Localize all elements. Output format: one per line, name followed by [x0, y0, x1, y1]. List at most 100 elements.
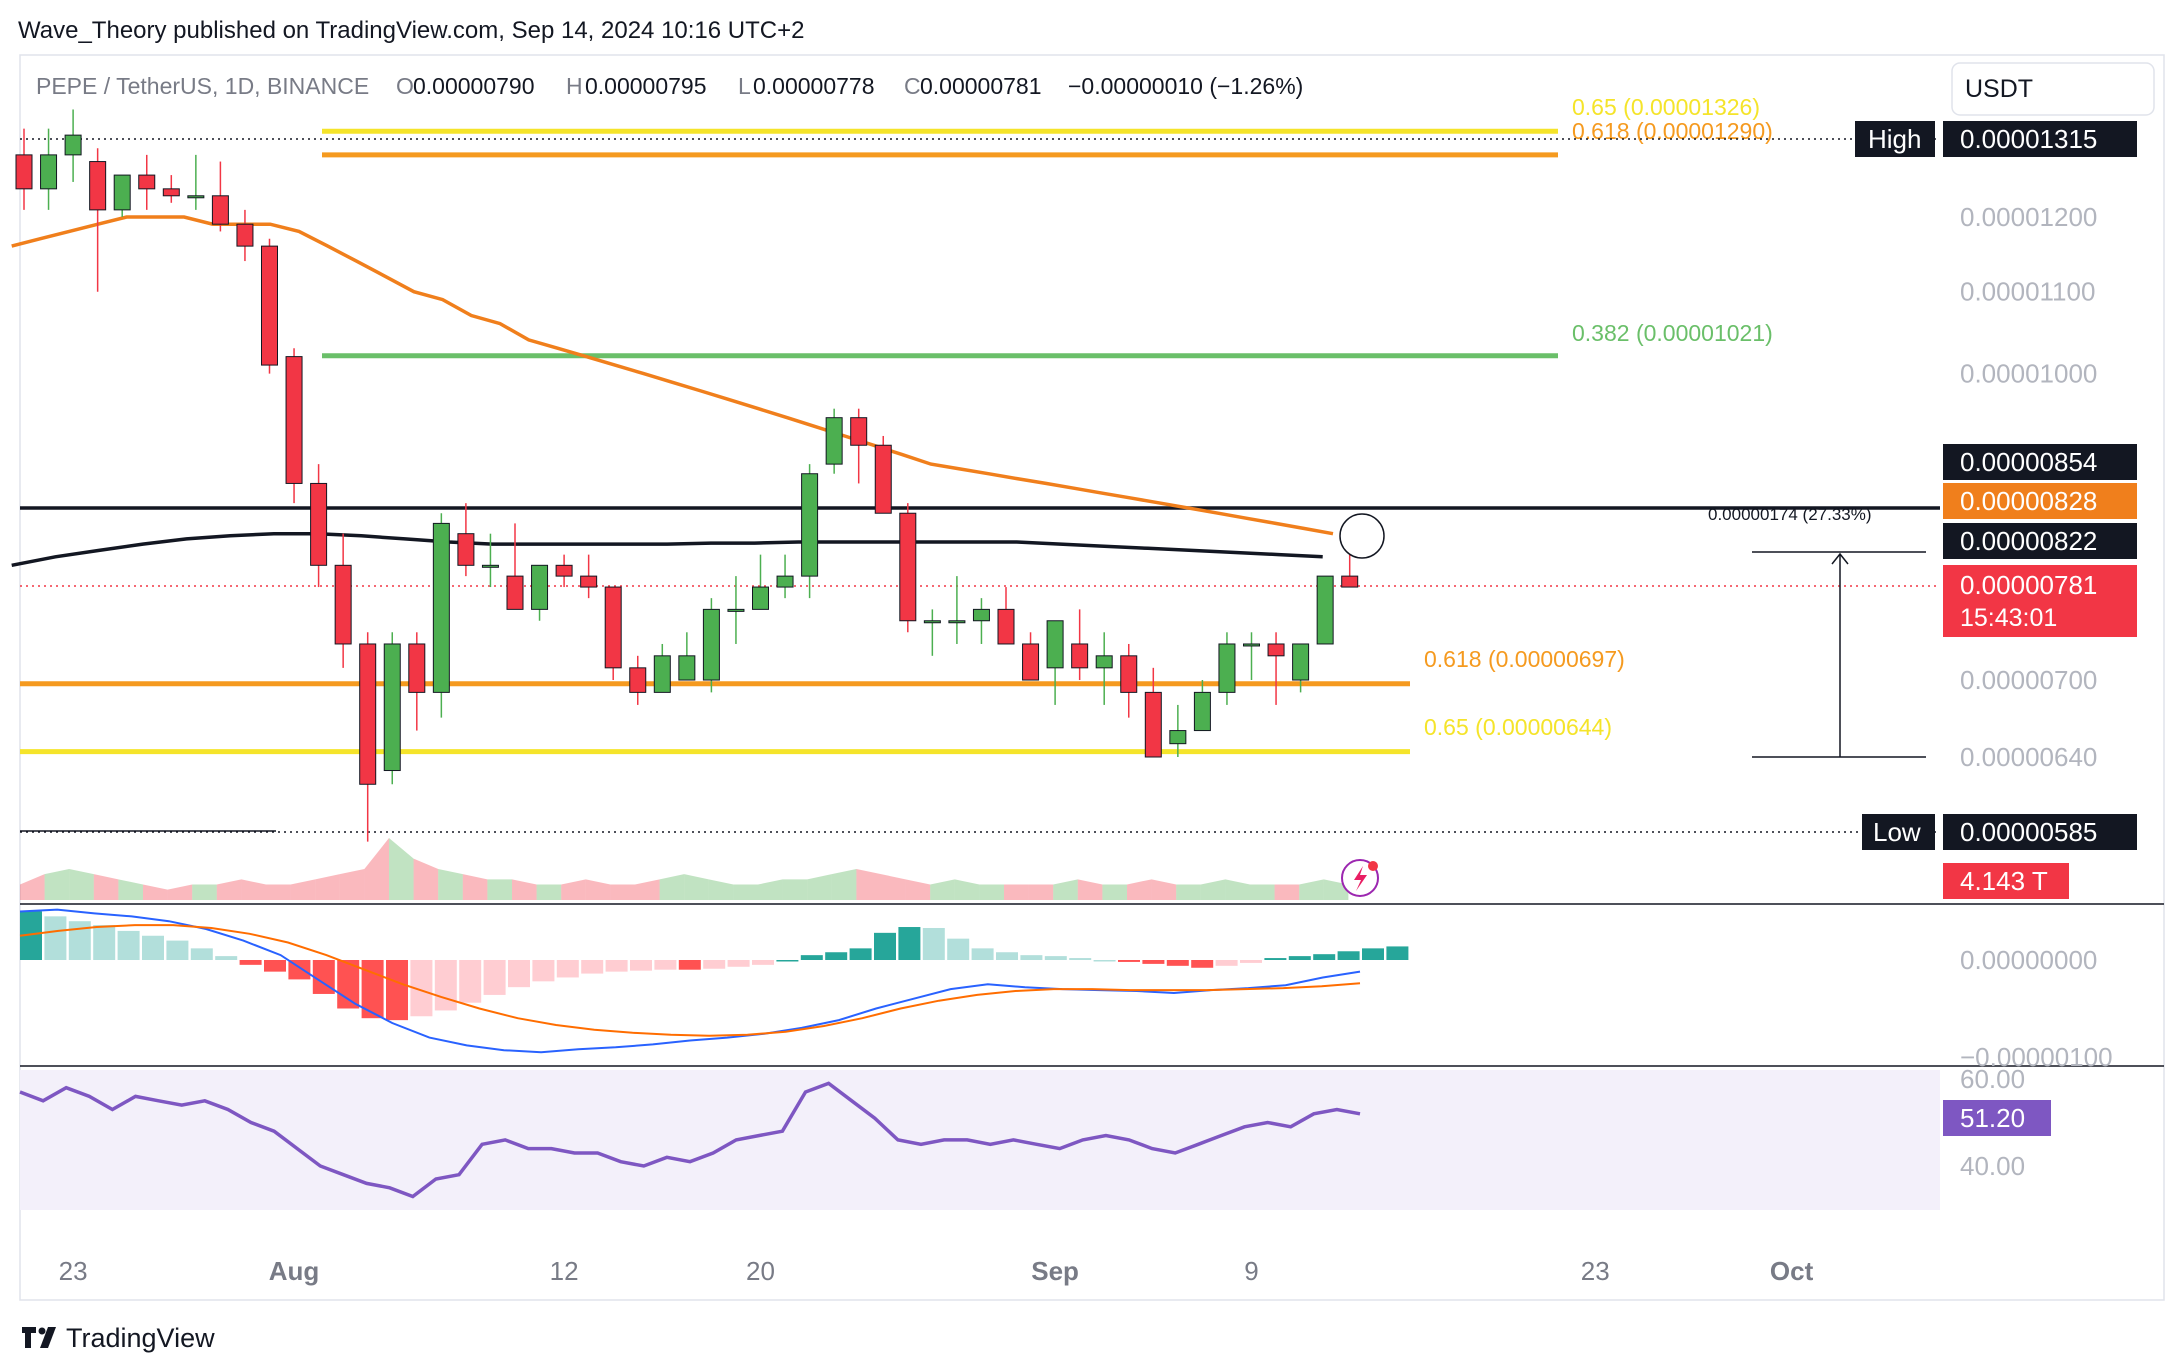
volume-bar: [20, 874, 45, 900]
currency-button-frame[interactable]: [1951, 62, 2155, 116]
candle-body: [1022, 643, 1040, 681]
macd-histogram-bar: [312, 960, 335, 994]
candle-body: [997, 608, 1015, 645]
publisher-line: Wave_Theory published on TradingView.com…: [18, 17, 804, 44]
volume-bar: [69, 869, 94, 900]
macd-histogram-bar: [752, 960, 774, 965]
volume-bar: [1225, 879, 1250, 900]
candle: [1316, 575, 1334, 645]
time-tick-label: 9: [1244, 1256, 1258, 1286]
price-tag-resistance-box: [1943, 444, 2137, 480]
volume-bar: [708, 879, 734, 900]
macd-histogram-bar: [776, 960, 799, 962]
macd-histogram-bar: [1093, 960, 1116, 962]
macd-histogram-bar: [1264, 958, 1287, 960]
volume-bar: [856, 869, 881, 900]
volume-bar: [143, 884, 168, 900]
candle: [1022, 632, 1040, 681]
tradingview-brand[interactable]: TradingView: [22, 1323, 215, 1353]
time-tick-label: 23: [59, 1256, 88, 1286]
candle: [531, 564, 549, 621]
volume-bar: [44, 869, 70, 900]
tradingview-logo-icon[interactable]: [22, 1327, 56, 1348]
candle-body: [801, 473, 819, 577]
candle-body: [408, 643, 426, 693]
candle-body: [481, 564, 499, 568]
high-value: 0.00000795: [585, 73, 707, 99]
price-tag-ema50-box: [1943, 483, 2137, 519]
candle: [236, 209, 254, 262]
rsi-pane: [19, 1081, 1361, 1199]
candle: [801, 464, 819, 599]
candle: [359, 632, 377, 842]
volume-bar: [831, 869, 857, 900]
tradingview-logo-mark-v[interactable]: [40, 1327, 56, 1348]
candle: [850, 408, 868, 484]
candle: [408, 632, 426, 731]
candle: [481, 533, 499, 588]
lightning-icon-bolt[interactable]: [1354, 866, 1367, 891]
time-tick-label: Sep: [1031, 1256, 1079, 1286]
candle-body: [1243, 643, 1260, 647]
candle-body: [64, 134, 82, 156]
macd-histogram-bar: [630, 960, 652, 971]
volume-bar: [1077, 879, 1103, 900]
tradingview-wordmark[interactable]: TradingView: [66, 1323, 215, 1353]
candle-body: [1120, 655, 1138, 693]
candle-body: [899, 512, 917, 622]
volume-bar: [462, 874, 488, 900]
candle: [138, 154, 156, 210]
candle: [15, 128, 33, 210]
fib-level-label: 0.382 (0.00001021): [1572, 320, 1773, 346]
candle-body: [138, 174, 156, 190]
candle: [1169, 704, 1187, 757]
candle: [702, 598, 720, 693]
low-value: 0.00000778: [753, 73, 875, 99]
currency-button[interactable]: USDT: [1951, 62, 2155, 116]
tradingview-logo-mark-t[interactable]: [22, 1327, 36, 1348]
price-tag-ema200: 0.00000822: [1960, 526, 2097, 556]
macd-histogram-bar: [654, 960, 677, 970]
lightning-icon-dot[interactable]: [1368, 861, 1378, 871]
candle-body: [531, 564, 549, 610]
macd-histogram-bar: [1337, 951, 1360, 960]
volume-bar: [610, 884, 635, 900]
candle: [727, 576, 745, 644]
macd-histogram-bar: [386, 960, 408, 1021]
macd-histogram-bar: [1362, 948, 1384, 960]
volume-bar: [364, 838, 389, 900]
candle: [825, 408, 843, 474]
candle: [64, 109, 82, 182]
volume-last-box: [1943, 863, 2069, 899]
currency-button-label[interactable]: USDT: [1965, 75, 2033, 103]
volume-bar: [979, 884, 1004, 900]
macd-histogram-bar: [947, 938, 970, 960]
macd-histogram-bar: [922, 927, 945, 960]
volume-bar: [659, 874, 685, 900]
range-measure-label: 0.00000174 (27.33%): [1708, 505, 1872, 524]
annotations: 0.00000174 (27.33%): [1708, 505, 1926, 758]
volume-bar: [807, 874, 832, 900]
tradingview-logo-mark-dot[interactable]: [38, 1327, 46, 1335]
rsi-last-value: 51.20: [1960, 1103, 2025, 1133]
candle: [506, 523, 524, 610]
candle-body: [752, 586, 769, 610]
macd-histogram-bar: [581, 960, 604, 974]
macd-histogram-bar: [190, 948, 213, 960]
volume-last-value: 4.143 T: [1960, 866, 2048, 896]
volume-bar: [1151, 879, 1177, 900]
lightning-icon[interactable]: [1341, 859, 1379, 897]
ema200-line: [11, 531, 1323, 568]
macd-histogram-bar: [68, 921, 91, 960]
candle: [40, 128, 58, 210]
candle: [432, 513, 450, 718]
candle: [1193, 680, 1211, 732]
macd-histogram-bar: [459, 960, 482, 1003]
candle: [1120, 643, 1138, 718]
macd-histogram-bar: [20, 911, 42, 960]
volume-bar: [905, 879, 931, 900]
price-tag-ema200-box: [1943, 523, 2137, 559]
macd-histogram-bar: [142, 935, 164, 960]
volume-bar: [1250, 884, 1275, 900]
